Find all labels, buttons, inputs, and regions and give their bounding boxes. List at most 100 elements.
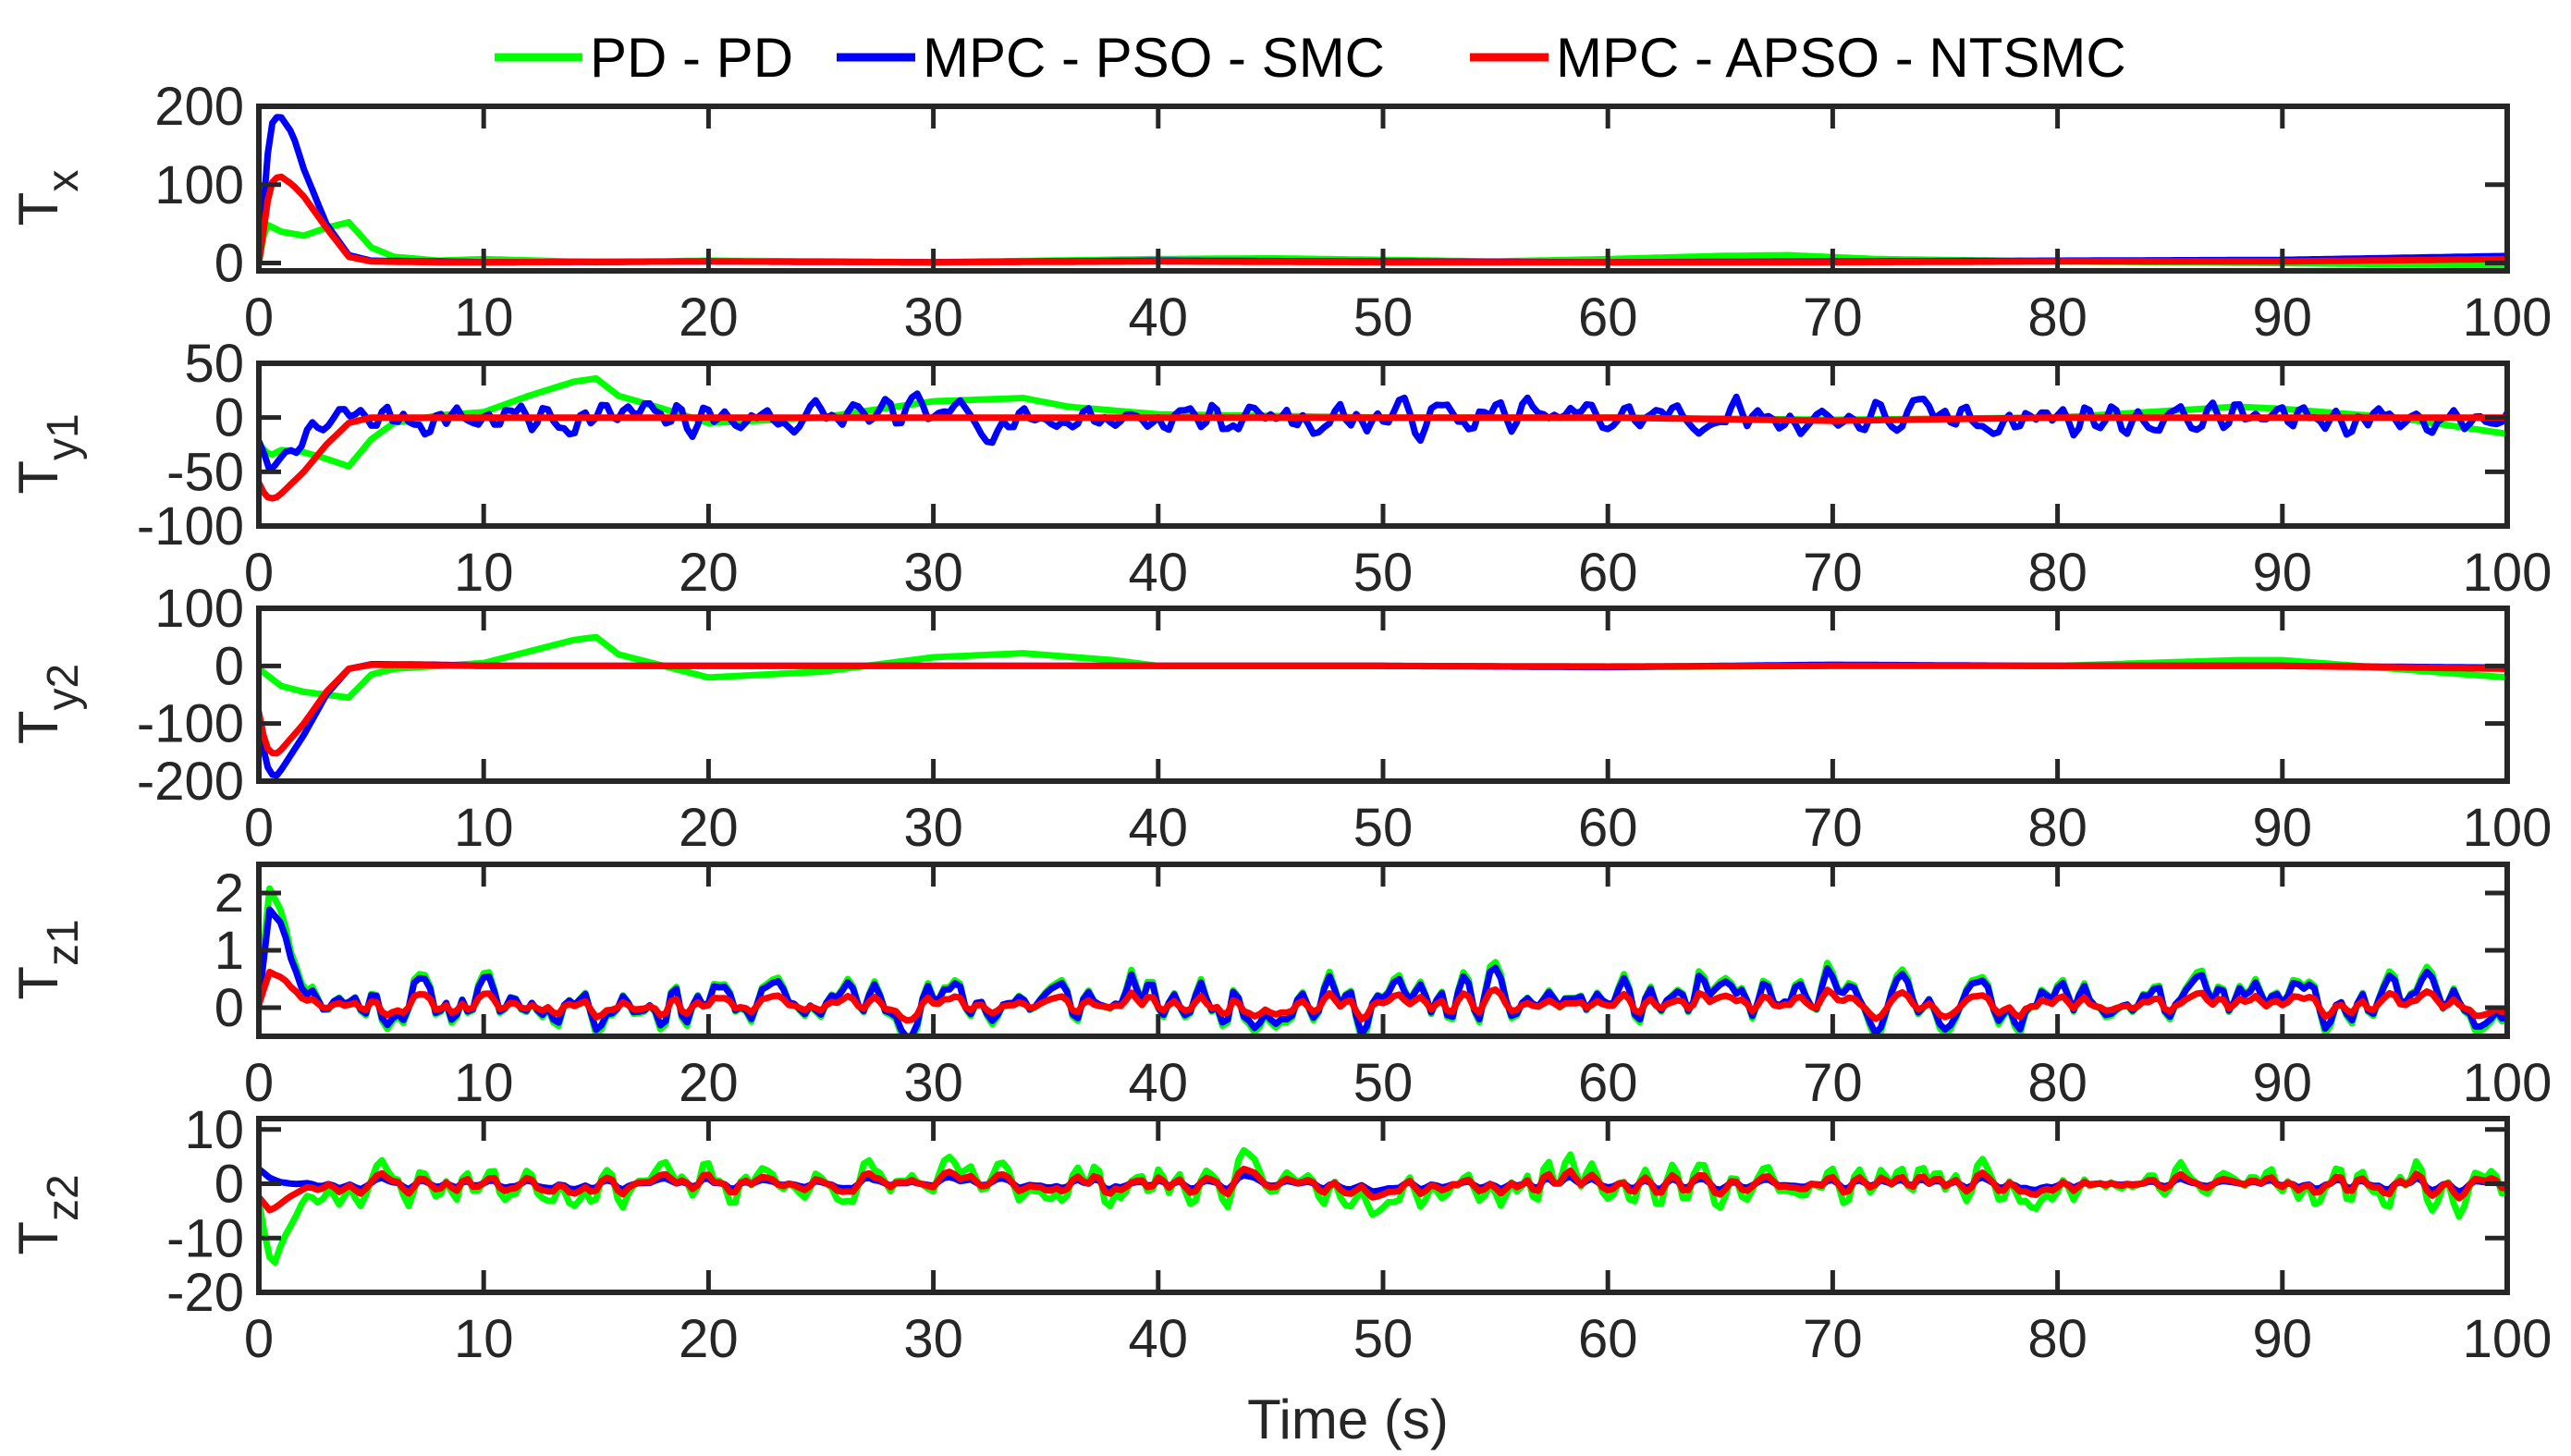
x-tick-label: 100 — [2463, 543, 2553, 603]
y-axis-label-sub: y2 — [39, 664, 88, 711]
axes-box — [256, 104, 2510, 274]
series-group — [259, 114, 2507, 269]
y-tick-label: -20 — [166, 1263, 244, 1323]
x-tick-label: 0 — [244, 543, 274, 603]
y-tick-label: 0 — [214, 234, 244, 294]
x-tick-label: 30 — [903, 543, 963, 603]
x-tick-label: 20 — [679, 1053, 739, 1113]
y-tick-label: -10 — [166, 1208, 244, 1268]
x-tick-label: 30 — [903, 288, 963, 348]
x-tick-label: 80 — [2027, 1053, 2087, 1113]
series-group — [259, 374, 2507, 502]
y-tick-label: -100 — [137, 694, 244, 754]
x-tick-label: 90 — [2253, 288, 2313, 348]
x-tick-label: 10 — [454, 1309, 514, 1369]
x-tick-label: 50 — [1353, 798, 1414, 858]
y-axis-label: Tx — [7, 170, 88, 226]
y-tick-label: -200 — [137, 752, 244, 812]
x-tick-label: 40 — [1129, 543, 1189, 603]
y-tick-label: 0 — [214, 636, 244, 696]
legend-label: PD - PD — [590, 27, 793, 89]
y-axis-label-sub: y1 — [39, 413, 88, 460]
legend-label: MPC - APSO - NTSMC — [1556, 27, 2126, 89]
legend-label: MPC - PSO - SMC — [923, 27, 1385, 89]
x-tick-label: 0 — [244, 288, 274, 348]
y-tick-label: 200 — [154, 77, 244, 137]
y-axis-label-sub: x — [39, 170, 88, 192]
series-line-mpc-apso-ntsmc — [259, 968, 2507, 1024]
x-tick-label: 60 — [1578, 798, 1638, 858]
x-tick-label: 30 — [903, 1309, 963, 1369]
y-tick-label: 100 — [154, 155, 244, 215]
y-axis-label-sub: z2 — [39, 1174, 88, 1221]
x-tick-label: 20 — [679, 798, 739, 858]
y-axis-label: Tz1 — [7, 919, 88, 999]
x-tick-label: 60 — [1578, 543, 1638, 603]
x-tick-label: 30 — [903, 1053, 963, 1113]
series-group — [259, 1146, 2507, 1266]
y-tick-label: 0 — [214, 388, 244, 448]
x-tick-label: 0 — [244, 1053, 274, 1113]
x-tick-label: 60 — [1578, 288, 1638, 348]
y-tick-label: 2 — [214, 863, 244, 924]
series-line-mpc-pso-smc — [259, 390, 2507, 474]
x-tick-label: 10 — [454, 1053, 514, 1113]
y-axis-label-main: T — [7, 966, 69, 1000]
x-tick-label: 90 — [2253, 1053, 2313, 1113]
y-axis-label: Tz2 — [7, 1174, 88, 1254]
x-tick-label: 20 — [679, 288, 739, 348]
x-tick-label: 70 — [1803, 1309, 1863, 1369]
x-tick-label: 100 — [2463, 798, 2553, 858]
y-tick-label: 0 — [214, 978, 244, 1038]
x-tick-label: 70 — [1803, 288, 1863, 348]
series-line-mpc-pso-smc — [259, 114, 2507, 266]
x-tick-label: 60 — [1578, 1309, 1638, 1369]
x-tick-label: 0 — [244, 1309, 274, 1369]
x-tick-label: 50 — [1353, 1309, 1414, 1369]
x-tick-label: 40 — [1129, 288, 1189, 348]
x-tick-label: 100 — [2463, 1309, 2553, 1369]
x-tick-label: 80 — [2027, 1309, 2087, 1369]
axes-box — [256, 361, 2510, 529]
x-tick-label: 10 — [454, 543, 514, 603]
x-tick-label: 70 — [1803, 798, 1863, 858]
series-line-mpc-pso-smc — [259, 661, 2507, 779]
y-tick-label: 0 — [214, 1155, 244, 1215]
x-tick-label: 10 — [454, 288, 514, 348]
y-tick-label: 1 — [214, 921, 244, 981]
x-tick-label: 50 — [1353, 543, 1414, 603]
x-tick-label: 70 — [1803, 1053, 1863, 1113]
x-tick-label: 50 — [1353, 288, 1414, 348]
x-tick-label: 40 — [1129, 1053, 1189, 1113]
series-line-mpc-apso-ntsmc — [259, 661, 2507, 757]
y-axis-label-main: T — [7, 192, 69, 226]
x-tick-label: 50 — [1353, 1053, 1414, 1113]
y-axis-label-sub: z1 — [39, 919, 88, 966]
y-axis-label-main: T — [7, 460, 69, 495]
x-tick-label: 100 — [2463, 288, 2553, 348]
x-tick-label: 20 — [679, 543, 739, 603]
x-tick-label: 10 — [454, 798, 514, 858]
x-tick-label: 90 — [2253, 1309, 2313, 1369]
series-group — [259, 633, 2507, 779]
y-tick-label: -50 — [166, 442, 244, 502]
subplot-tx: 0 10 20 30 40 50 60 70 80 90 100 0 100 200 Tx — [7, 77, 2552, 348]
y-axis-label: Ty2 — [7, 664, 88, 744]
y-tick-label: 100 — [154, 579, 244, 639]
x-tick-label: 80 — [2027, 543, 2087, 603]
legend: PD - PD MPC - PSO - SMC MPC - APSO - NTSMC — [495, 27, 2126, 89]
y-axis-label-main: T — [7, 1221, 69, 1255]
x-tick-label: 30 — [903, 798, 963, 858]
x-tick-label: 0 — [244, 798, 274, 858]
x-tick-label: 40 — [1129, 1309, 1189, 1369]
series-line-mpc-apso-ntsmc — [259, 414, 2507, 502]
x-tick-label: 80 — [2027, 288, 2087, 348]
x-tick-label: 90 — [2253, 798, 2313, 858]
x-tick-label: 90 — [2253, 543, 2313, 603]
